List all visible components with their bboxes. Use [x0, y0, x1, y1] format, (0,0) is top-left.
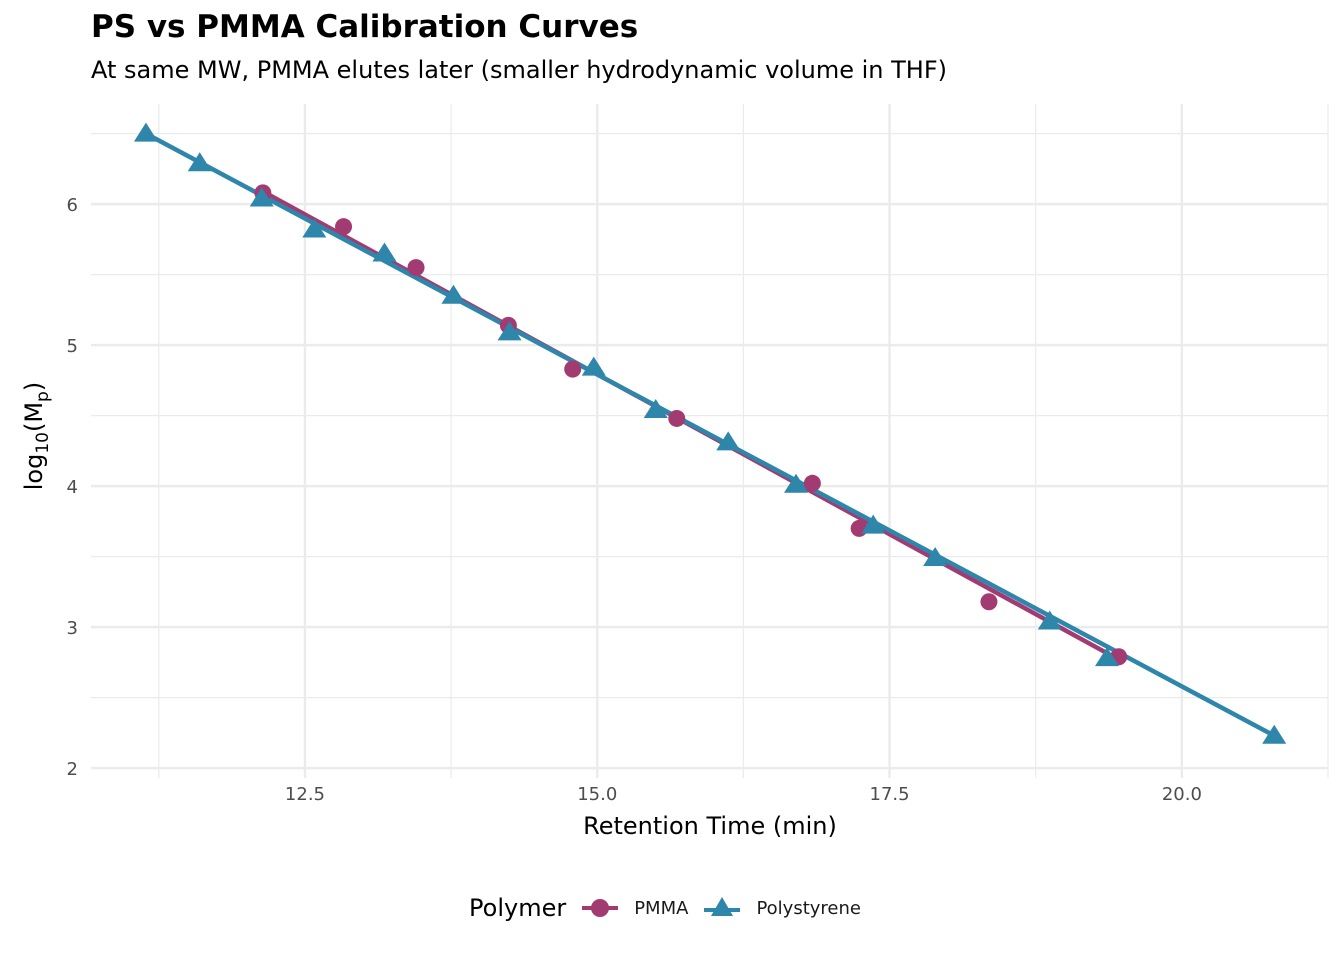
y-tick-labels: 2 3 4 5 6 [67, 195, 78, 780]
major-gridlines [91, 104, 1328, 778]
data-point-pmma [668, 409, 686, 427]
data-point-polystyrene [133, 122, 158, 142]
y-tick-label: 2 [67, 759, 78, 780]
data-point-polystyrene [643, 398, 668, 418]
x-tick-labels: 12.5 15.0 17.5 20.0 [285, 784, 1202, 805]
y-tick-label: 3 [67, 618, 78, 639]
x-axis-title: Retention Time (min) [583, 812, 837, 840]
data-point-polystyrene [187, 152, 212, 172]
y-tick-label: 6 [67, 195, 78, 216]
y-tick-label: 4 [67, 477, 78, 498]
x-tick-label: 17.5 [870, 784, 910, 805]
x-tick-label: 12.5 [285, 784, 325, 805]
fit-line-polystyrene [144, 131, 1276, 738]
y-axis-title-mid: (M [20, 402, 48, 432]
y-axis-title-end: ) [20, 382, 48, 391]
data-point-polystyrene [497, 321, 522, 341]
data-point-polystyrene [372, 242, 397, 262]
data-point-pmma [407, 259, 425, 277]
minor-gridlines [91, 104, 1329, 778]
data-points [133, 122, 1287, 744]
data-point-polystyrene [784, 473, 809, 493]
chart-subtitle: At same MW, PMMA elutes later (smaller h… [91, 56, 948, 84]
legend-item-pmma[interactable]: PMMA [580, 888, 688, 928]
circle-marker-icon [582, 899, 619, 917]
data-point-pmma [803, 474, 821, 492]
y-axis-title: log10(Mp) [20, 382, 53, 490]
legend-item-polystyrene[interactable]: Polystyrene [702, 888, 861, 928]
x-tick-label: 15.0 [577, 784, 617, 805]
fit-lines [144, 131, 1276, 738]
y-axis-title-sub1: 10 [33, 432, 53, 454]
data-point-polystyrene [1037, 610, 1062, 630]
triangle-marker-icon [704, 897, 741, 916]
legend: Polymer PMMA Polystyrene [0, 888, 1344, 928]
data-point-polystyrene [1095, 647, 1120, 667]
data-point-polystyrene [302, 218, 327, 238]
data-point-polystyrene [1262, 724, 1287, 744]
y-tick-label: 5 [67, 336, 78, 357]
data-point-pmma [335, 218, 353, 236]
data-point-pmma [980, 593, 998, 611]
data-point-polystyrene [923, 547, 948, 567]
data-point-polystyrene [249, 187, 274, 207]
data-point-polystyrene [861, 514, 886, 534]
x-tick-label: 20.0 [1162, 784, 1202, 805]
data-point-polystyrene [441, 284, 466, 304]
chart-title: PS vs PMMA Calibration Curves [91, 9, 639, 45]
y-axis-title-base: log [20, 454, 48, 491]
data-point-polystyrene [716, 431, 741, 451]
y-axis-title-sub2: p [33, 391, 53, 402]
legend-label-polystyrene: Polystyrene [756, 897, 861, 919]
legend-title: Polymer [469, 894, 567, 922]
data-point-polystyrene [581, 356, 606, 376]
legend-label-pmma: PMMA [634, 897, 689, 919]
data-point-pmma [564, 360, 582, 378]
